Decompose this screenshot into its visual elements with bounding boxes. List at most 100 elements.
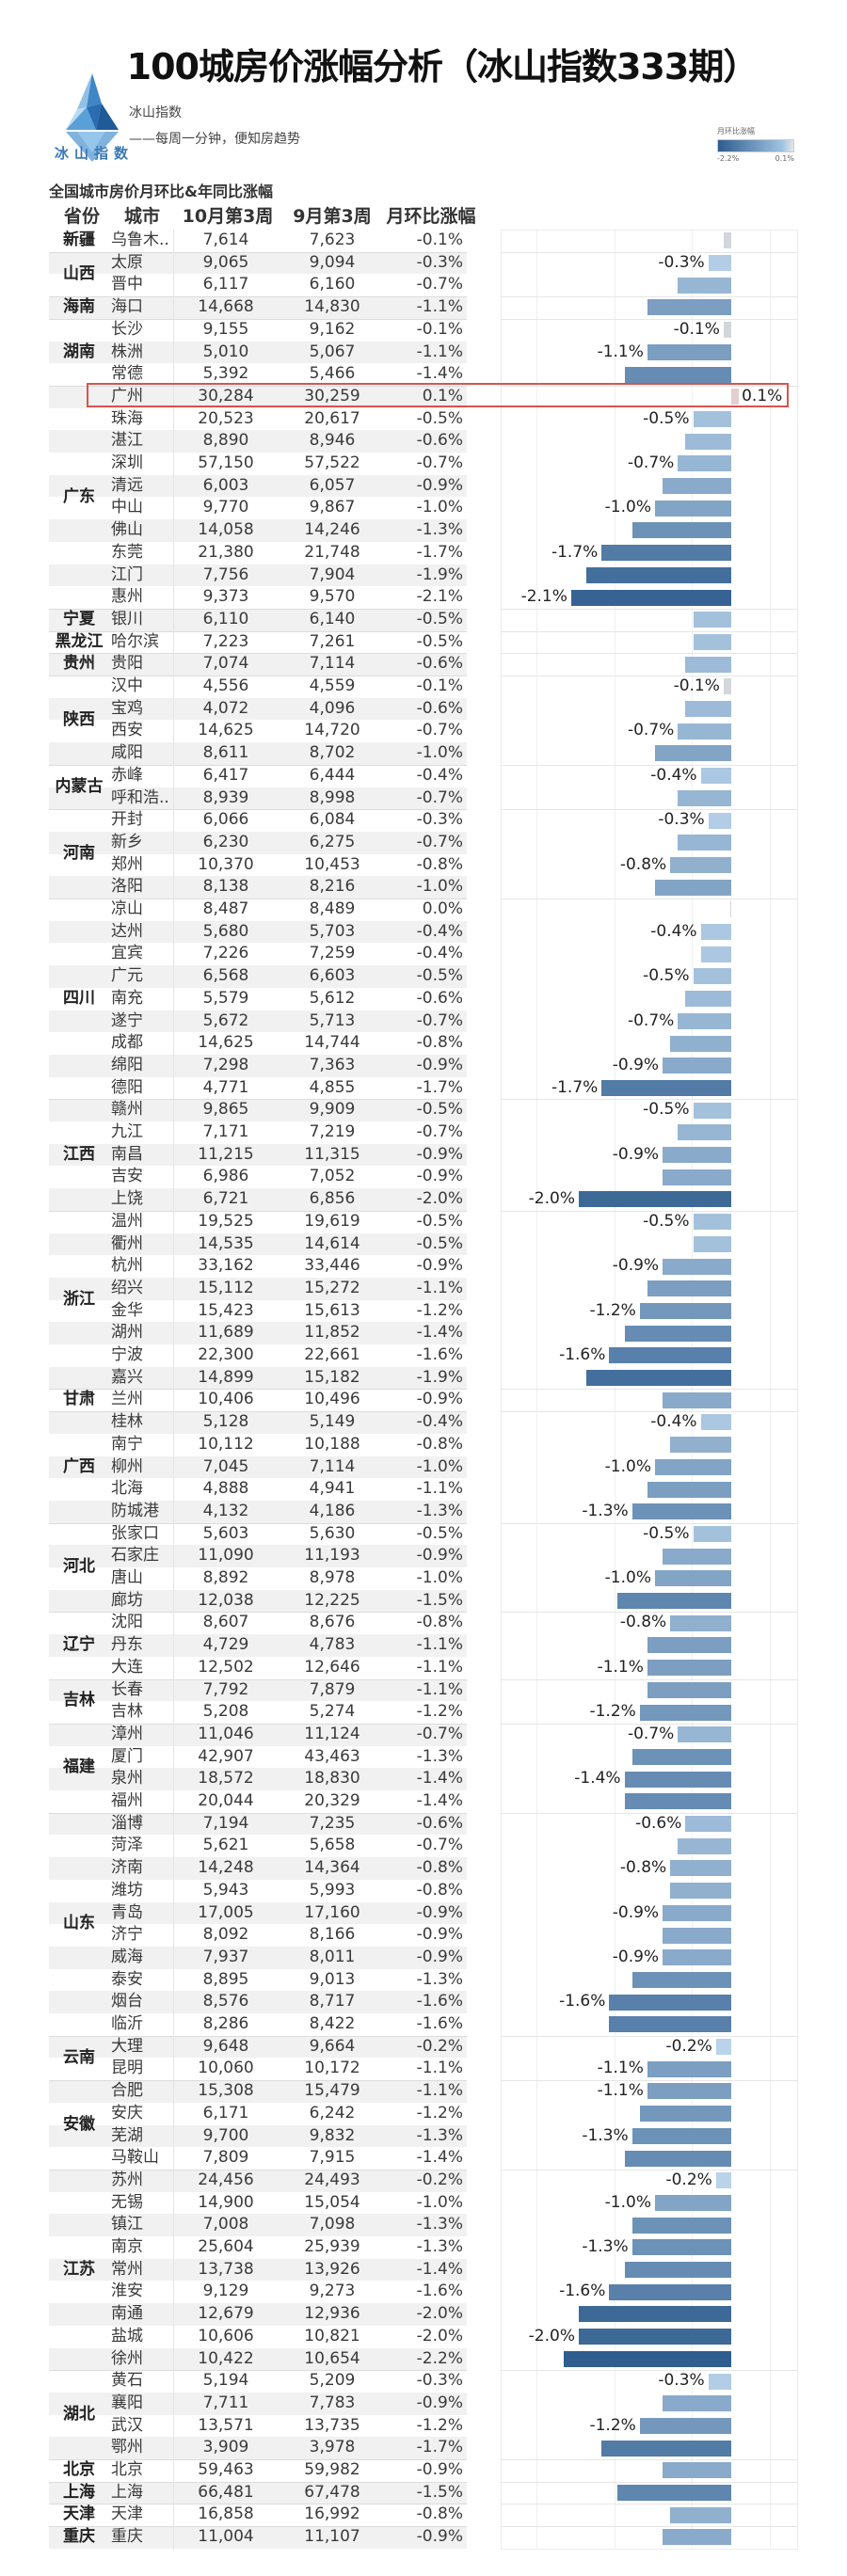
city-name: 新乡	[111, 832, 143, 851]
mom-change: -1.5%	[416, 2482, 463, 2502]
change-bar	[678, 1012, 731, 1029]
bar-label: -0.1%	[673, 676, 720, 695]
mom-change: -0.7%	[416, 275, 463, 294]
mom-change: -0.9%	[416, 1167, 463, 1186]
oct-price: 17,005	[198, 1902, 254, 1922]
mom-change: -0.9%	[416, 1925, 463, 1945]
mom-change: -0.5%	[416, 631, 463, 651]
group-divider	[501, 385, 798, 387]
legend-gradient	[717, 139, 794, 152]
sep-price: 8,946	[309, 431, 356, 451]
mom-change: -0.3%	[416, 2371, 463, 2391]
city-name: 西安	[111, 721, 143, 740]
sep-price: 11,852	[304, 1323, 360, 1343]
sep-price: 8,978	[309, 1568, 356, 1587]
city-name: 珠海	[111, 408, 143, 428]
change-bar	[723, 232, 731, 249]
change-bar	[693, 1235, 731, 1252]
mom-change: -1.1%	[416, 1657, 463, 1677]
mom-change: -1.6%	[416, 1345, 463, 1364]
city-name: 贵阳	[111, 654, 143, 674]
row-stripe	[49, 965, 467, 988]
city-name: 绍兴	[111, 1278, 143, 1297]
change-bar	[647, 343, 731, 360]
province-label: 广东	[63, 486, 95, 506]
header-oct: 10月第3周	[182, 206, 274, 227]
city-name: 吉安	[111, 1167, 143, 1186]
sep-price: 11,193	[304, 1546, 360, 1566]
change-bar	[693, 1525, 731, 1542]
change-bar	[678, 1726, 731, 1743]
tagline: ——每周一分钟，便知房趋势	[129, 132, 300, 147]
city-name: 赤峰	[111, 765, 143, 785]
sep-price: 25,939	[304, 2237, 360, 2256]
change-bar	[700, 924, 731, 940]
bar-label: -1.0%	[604, 498, 651, 517]
mom-change: -2.0%	[416, 2326, 463, 2345]
row-stripe	[49, 519, 467, 542]
sep-price: 57,522	[304, 453, 360, 472]
city-name: 银川	[111, 609, 143, 628]
bar-label: -0.2%	[665, 2036, 712, 2056]
sep-price: 14,614	[304, 1233, 360, 1253]
province-label: 江西	[63, 1144, 95, 1164]
row-stripe	[49, 1143, 467, 1167]
mom-change: -0.7%	[416, 1122, 463, 1141]
oct-price: 8,286	[202, 2014, 249, 2033]
oct-price: 6,568	[202, 966, 249, 986]
bar-label: -1.1%	[597, 342, 644, 361]
mom-change: -1.3%	[416, 1969, 463, 1989]
province-label: 海南	[63, 297, 95, 317]
row-stripe	[49, 2124, 467, 2148]
bar-label: -0.9%	[612, 1144, 660, 1164]
mom-change: -0.1%	[416, 676, 463, 695]
mom-change: -0.7%	[416, 453, 463, 472]
bar-label: -0.8%	[619, 1613, 667, 1632]
row-stripe	[49, 1455, 467, 1479]
oct-price: 7,171	[202, 1122, 249, 1141]
city-name: 咸阳	[111, 743, 143, 763]
sep-price: 7,904	[309, 564, 356, 584]
mom-change: -1.9%	[416, 564, 463, 584]
city-name: 盐城	[111, 2326, 143, 2345]
mom-change: -1.1%	[416, 2059, 463, 2078]
legend-max: 0.1%	[775, 154, 794, 163]
change-bar	[731, 389, 740, 405]
mom-change: -0.7%	[416, 832, 463, 851]
change-bar	[601, 2440, 731, 2457]
group-divider	[49, 385, 467, 387]
sep-price: 5,067	[309, 342, 356, 361]
city-name: 海口	[111, 297, 143, 317]
change-bar	[685, 1816, 731, 1832]
row-stripe	[49, 1634, 467, 1657]
change-bar	[601, 545, 731, 562]
change-bar	[685, 433, 731, 450]
bar-label: -1.2%	[589, 1300, 636, 1320]
city-name: 呼和浩..	[111, 787, 169, 807]
row-stripe	[49, 296, 467, 319]
mom-change: -0.5%	[416, 1100, 463, 1120]
sep-price: 9,832	[309, 2125, 356, 2145]
sep-price: 8,489	[309, 899, 356, 918]
change-bar	[624, 1771, 731, 1788]
province-label: 上海	[63, 2482, 95, 2502]
city-name: 淄博	[111, 1813, 143, 1833]
sep-price: 14,744	[304, 1033, 360, 1053]
header-pct: 月环比涨幅	[386, 206, 476, 227]
oct-price: 30,284	[198, 386, 254, 405]
legend-min: -2.2%	[717, 154, 740, 163]
city-name: 威海	[111, 1947, 143, 1966]
change-bar	[647, 2083, 731, 2100]
mom-change: -0.9%	[416, 1390, 463, 1409]
group-divider	[501, 764, 798, 766]
group-divider	[501, 1210, 798, 1212]
city-name: 廊坊	[111, 1590, 143, 1610]
city-name: 漳州	[111, 1724, 143, 1743]
city-name: 徐州	[111, 2348, 143, 2368]
change-bar	[663, 1258, 731, 1275]
mom-change: -0.2%	[416, 2170, 463, 2189]
bar-label: -0.3%	[658, 252, 705, 272]
oct-price: 7,194	[202, 1813, 249, 1833]
row-stripe	[49, 2080, 467, 2103]
group-divider	[501, 2169, 798, 2171]
